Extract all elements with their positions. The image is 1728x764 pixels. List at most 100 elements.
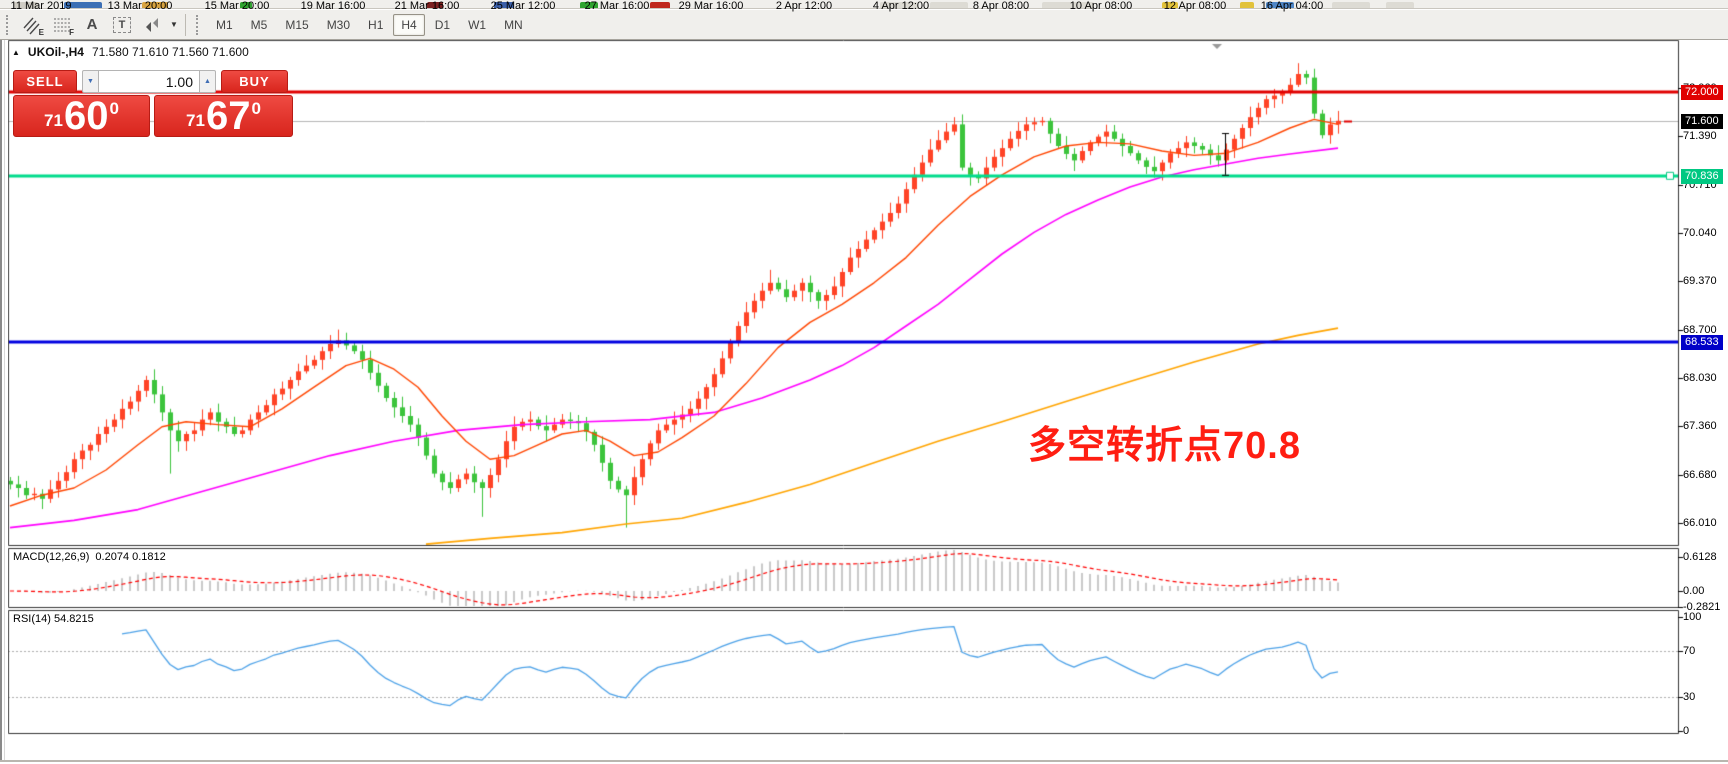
buy-price-big: 67 — [205, 94, 251, 138]
text-label-tool-button[interactable]: A — [86, 16, 98, 33]
buy-price-prefix: 71 — [186, 111, 205, 130]
time-axis-date-label: 21 Mar 16:00 — [394, 0, 460, 12]
one-click-top-row: SELL ▼ ▲ BUY — [13, 70, 293, 93]
toolbar-icon-sliver[interactable] — [1042, 2, 1094, 8]
toolbar-icon-sliver[interactable] — [650, 2, 670, 8]
time-axis-date-label: 25 Mar 12:00 — [490, 0, 556, 12]
volume-decrease-button[interactable]: ▼ — [82, 70, 99, 93]
timeframe-button-group: M1 M5 M15 M30 H1 H4 D1 W1 MN — [207, 13, 532, 36]
time-axis-date-label: 13 Mar 20:00 — [107, 0, 173, 12]
buy-price-panel[interactable]: 71 67 0 — [154, 95, 293, 137]
price-axis-tick-label: 66.680 — [1683, 469, 1717, 482]
toolbar-icon-sliver[interactable] — [580, 2, 598, 8]
price-axis-tick-label: 67.360 — [1683, 420, 1717, 433]
fibonacci-retracement-tool-button[interactable]: F — [49, 13, 75, 37]
volume-increase-button[interactable]: ▲ — [199, 70, 216, 93]
time-axis-date-label: 2 Apr 12:00 — [775, 0, 833, 12]
price-axis-tick-label: 69.370 — [1683, 275, 1717, 288]
sell-price-prefix: 71 — [44, 111, 63, 130]
chart-toolbar: E F A T ▼ M1 M5 M15 M30 H1 H4 D1 W1 MN — [0, 10, 1728, 40]
equidistant-channel-tool-button[interactable]: E — [19, 13, 45, 37]
time-axis-date-label: 16 Apr 04:00 — [1260, 0, 1324, 12]
chart-text-annotation[interactable]: 多空转折点70.8 — [1028, 425, 1301, 467]
arrows-dropdown-caret[interactable]: ▼ — [170, 20, 178, 29]
timeframe-button-h1[interactable]: H1 — [368, 17, 384, 32]
toolbar-icon-sliver[interactable] — [1332, 2, 1370, 8]
rsi-indicator-label: RSI(14) 54.8215 — [13, 613, 94, 625]
tool-letter: F — [69, 27, 74, 37]
toolbar-icon-sliver[interactable] — [64, 2, 102, 8]
toolbar-icon-sliver[interactable] — [1162, 2, 1178, 8]
toolbar-grip-handle[interactable] — [196, 14, 201, 35]
rsi-axis-tick-label: 30 — [1683, 690, 1696, 703]
time-axis-date-label: 29 Mar 16:00 — [678, 0, 744, 12]
price-axis-tick-label: 66.010 — [1683, 517, 1717, 530]
macd-axis-tick-label: -0.2821 — [1683, 600, 1721, 613]
timeframe-button-m1[interactable]: M1 — [216, 17, 233, 32]
timeframe-button-m15[interactable]: M15 — [285, 17, 309, 32]
price-axis-tick-label: 68.700 — [1683, 323, 1717, 336]
support-line-price-badge: 68.533 — [1681, 334, 1723, 350]
time-axis-date-label: 11 Mar 2019 — [10, 0, 72, 12]
pivot-line-price-badge: 70.836 — [1681, 168, 1723, 184]
sell-price-pipette: 0 — [109, 99, 119, 118]
time-axis-date-label: 19 Mar 16:00 — [300, 0, 366, 12]
volume-input[interactable] — [99, 70, 199, 93]
buy-button[interactable]: BUY — [221, 70, 288, 93]
fibonacci-lines-icon — [54, 18, 70, 31]
rsi-axis-tick-label: 0 — [1683, 725, 1690, 737]
timeframe-button-h4[interactable]: H4 — [393, 13, 425, 36]
top-toolbar-clipped — [0, 0, 1728, 9]
timeframe-button-mn[interactable]: MN — [504, 17, 523, 32]
toolbar-icon-sliver[interactable] — [494, 2, 514, 8]
left-panel-splitter[interactable] — [0, 40, 8, 762]
time-axis-date-label: 27 Mar 16:00 — [584, 0, 650, 12]
sell-price-big: 60 — [63, 94, 109, 138]
time-axis-date-label: 8 Apr 08:00 — [972, 0, 1030, 12]
symbol-period-label: UKOil-,H4 — [27, 45, 84, 59]
sell-button[interactable]: SELL — [13, 70, 77, 93]
sell-price-panel[interactable]: 71 60 0 — [13, 95, 150, 137]
macd-axis-tick-label: 0.00 — [1683, 585, 1705, 597]
timeframe-button-w1[interactable]: W1 — [468, 17, 487, 32]
resistance-line-price-badge: 72.000 — [1681, 85, 1723, 100]
arrow-objects-icon — [146, 17, 158, 32]
toolbar-icon-sliver[interactable] — [240, 2, 252, 8]
macd-indicator-label: MACD(12,26,9) 0.2074 0.1812 — [13, 551, 166, 563]
toolbar-grip-handle[interactable] — [6, 14, 11, 35]
timeframe-button-m5[interactable]: M5 — [250, 17, 268, 32]
text-box-icon: T — [113, 16, 131, 33]
price-axis-tick-label: 71.390 — [1683, 129, 1717, 142]
time-axis-date-label: 10 Apr 08:00 — [1069, 0, 1133, 12]
chart-header: ▲ UKOil-,H4 71.580 71.610 71.560 71.600 — [12, 45, 249, 59]
macd-name: MACD(12,26,9) — [13, 551, 90, 563]
macd-axis-tick-label: 0.6128 — [1683, 550, 1717, 563]
time-axis-date-label: 4 Apr 12:00 — [872, 0, 930, 12]
rsi-axis-tick-label: 100 — [1683, 611, 1702, 623]
toolbar-icon-sliver[interactable] — [14, 2, 38, 8]
toolbar-icon-sliver[interactable] — [880, 2, 918, 8]
rsi-axis-tick-label: 70 — [1683, 645, 1696, 658]
toolbar-icon-sliver[interactable] — [1386, 2, 1414, 8]
buy-price-pipette: 0 — [251, 99, 261, 118]
toolbar-separator — [185, 13, 186, 36]
one-click-trading-panel: SELL ▼ ▲ BUY 71 60 0 71 67 0 — [13, 70, 293, 137]
toolbar-icon-sliver[interactable] — [142, 2, 168, 8]
price-axis-tick-label: 68.030 — [1683, 371, 1717, 384]
macd-values: 0.2074 0.1812 — [95, 551, 166, 563]
toolbar-icon-sliver[interactable] — [1240, 2, 1254, 8]
arrow-objects-tool-button[interactable] — [139, 13, 165, 37]
window-bottom-edge — [0, 760, 1728, 762]
time-axis-date-label: 15 Mar 20:00 — [204, 0, 270, 12]
window-expand-icon[interactable]: ▲ — [12, 47, 20, 57]
current-price-badge: 71.600 — [1681, 113, 1723, 129]
timeframe-button-d1[interactable]: D1 — [434, 17, 451, 32]
toolbar-icon-sliver[interactable] — [427, 2, 443, 8]
timeframe-button-m30[interactable]: M30 — [326, 17, 351, 32]
text-box-tool-button[interactable]: T — [109, 13, 135, 37]
price-axis-tick-label: 70.040 — [1683, 227, 1717, 240]
toolbar-icon-sliver[interactable] — [930, 2, 968, 8]
time-axis-date-label: 12 Apr 08:00 — [1163, 0, 1227, 12]
toolbar-icon-sliver[interactable] — [1266, 2, 1294, 8]
